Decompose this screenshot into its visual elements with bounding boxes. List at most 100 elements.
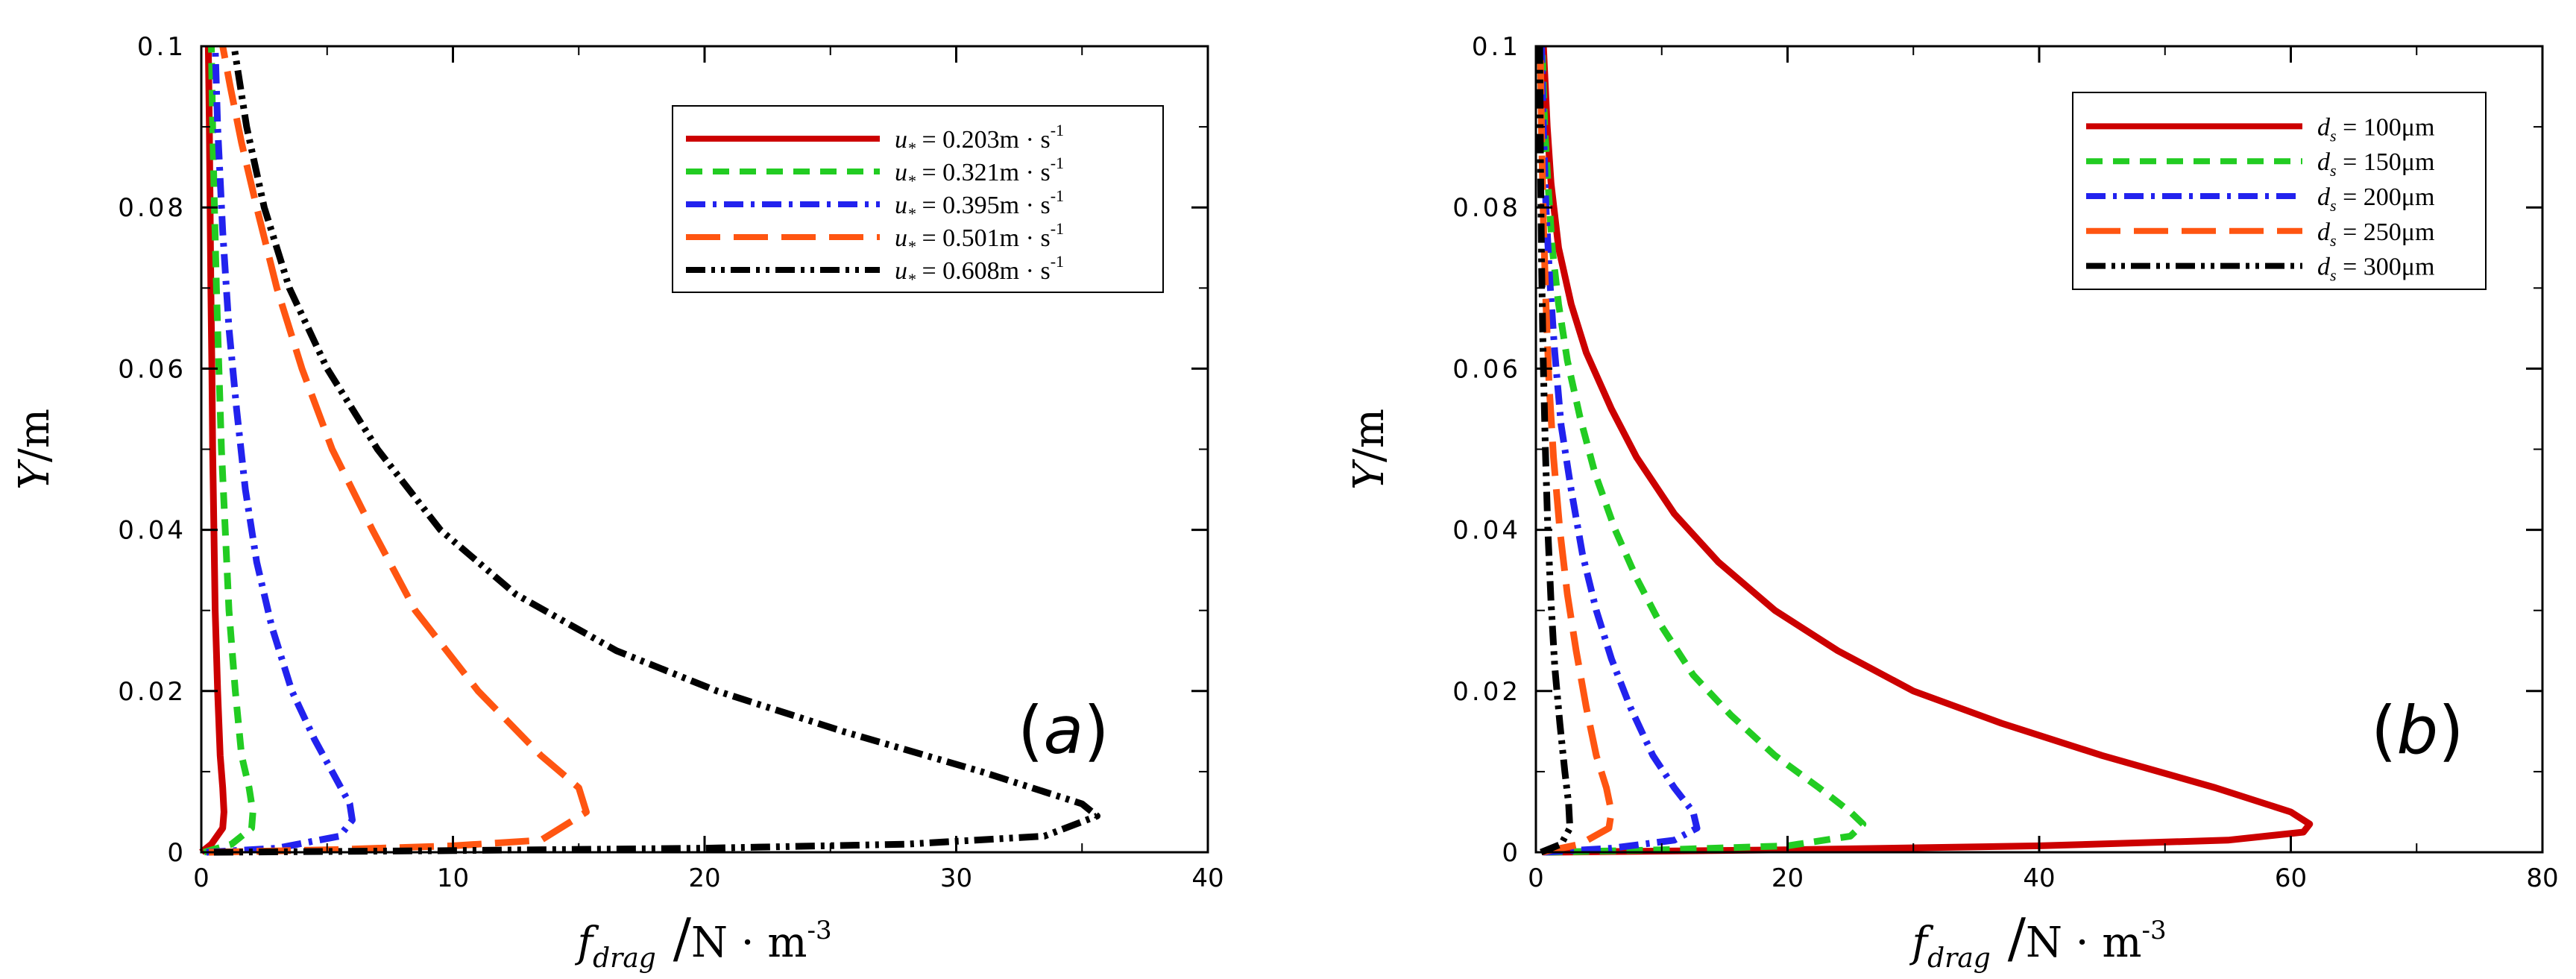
x-axis-slash: /	[1991, 907, 2027, 969]
y-axis-unit: m	[1345, 409, 1394, 448]
legend-var: d	[2317, 113, 2331, 141]
y-axis-unit: m	[10, 409, 59, 448]
panel-label-letter: a	[1043, 692, 1083, 769]
y-tick-label: 0.04	[118, 516, 186, 546]
legend-value: = 0.395m · s	[916, 192, 1051, 219]
panel-label-close: )	[2438, 692, 2463, 769]
y-tick-label: 0.02	[118, 677, 186, 707]
legend-value: = 100μm	[2337, 113, 2435, 141]
x-axis-slash: /	[656, 907, 692, 969]
panel-label-close: )	[1083, 692, 1109, 769]
x-axis-title: fdrag /N · m-3	[574, 907, 831, 974]
panel-label-open: (	[1018, 692, 1043, 769]
legend-exp: -1	[1051, 154, 1064, 172]
legend-sub: s	[2330, 196, 2337, 215]
x-tick-label: 80	[2526, 863, 2558, 893]
legend-entry-2: u* = 0.321m · s-1	[895, 154, 1064, 190]
legend-sub: s	[2330, 231, 2337, 250]
x-axis-exponent: -3	[807, 916, 832, 945]
y-axis-var: Y	[1345, 459, 1394, 490]
legend-value: = 0.608m · s	[916, 257, 1051, 285]
series-line-4	[209, 45, 590, 856]
legend-entry-3: u* = 0.395m · s-1	[895, 186, 1064, 223]
legend-var: d	[2317, 183, 2331, 211]
y-axis-title: Y/m	[10, 409, 59, 490]
legend-entry-1: ds = 100μm	[2317, 113, 2434, 145]
legend-var: u	[895, 192, 907, 219]
x-axis-exponent: -3	[2142, 916, 2167, 945]
legend-sub: *	[907, 270, 916, 289]
y-tick-label: 0.06	[118, 354, 186, 384]
x-axis-unit: N · m	[2026, 919, 2142, 967]
x-axis-unit: N · m	[691, 919, 807, 967]
y-axis-var: Y	[10, 459, 59, 490]
legend-var: u	[895, 257, 907, 285]
legend-value: = 150μm	[2337, 148, 2435, 176]
x-tick-label: 20	[1772, 863, 1804, 893]
y-tick-label: 0.04	[1452, 516, 1521, 546]
legend-value: = 0.321m · s	[916, 159, 1051, 186]
x-axis-subscript: drag	[593, 943, 656, 974]
legend-var: u	[895, 159, 907, 186]
legend: u* = 0.203m · s-1u* = 0.321m · s-1u* = 0…	[672, 105, 1164, 293]
y-tick-label: 0	[167, 838, 186, 868]
panel-label: (a)	[1018, 692, 1109, 769]
y-axis-slash: /	[10, 448, 59, 462]
chart-panel-b: 0 20 40 60 80 0 0.02 0.04 0.06 0.08 0.1 fdrag /N · …	[1345, 32, 2559, 974]
legend-exp: -1	[1051, 121, 1064, 139]
x-tick-label: 0	[1528, 863, 1544, 893]
series-line-3	[206, 45, 356, 856]
series-line-4	[1537, 45, 1615, 856]
x-tick-label: 0	[193, 863, 210, 893]
y-axis-title: Y/m	[1345, 409, 1394, 490]
legend-sub: *	[907, 237, 916, 256]
y-tick-label: 0.08	[118, 193, 186, 223]
legend-sub: s	[2330, 126, 2337, 145]
legend-var: d	[2317, 148, 2331, 176]
x-tick-label: 40	[1191, 863, 1224, 893]
legend-exp: -1	[1051, 252, 1064, 271]
legend-value: = 250μm	[2337, 218, 2435, 246]
y-axis-slash: /	[1345, 448, 1394, 462]
legend-entry-4: u* = 0.501m · s-1	[895, 219, 1064, 256]
legend-entry-5: ds = 300μm	[2317, 254, 2434, 285]
series-line-3	[1538, 45, 1701, 856]
legend-entry-3: ds = 200μm	[2317, 183, 2434, 215]
series-line-1	[1540, 45, 2314, 856]
y-tick-label: 0	[1502, 838, 1521, 868]
legend-value: = 0.203m · s	[916, 126, 1051, 154]
x-axis-subscript: drag	[1927, 943, 1991, 974]
legend-entry-5: u* = 0.608m · s-1	[895, 252, 1064, 289]
y-tick-label: 0.02	[1452, 677, 1521, 707]
legend-var: d	[2317, 254, 2331, 281]
x-tick-label: 60	[2275, 863, 2307, 893]
series-line-1	[199, 45, 227, 855]
legend-exp: -1	[1051, 186, 1064, 205]
legend-exp: -1	[1051, 219, 1064, 238]
legend-sub: s	[2330, 161, 2337, 180]
x-axis-title: fdrag /N · m-3	[1909, 907, 2166, 974]
series-line-5	[1536, 45, 1574, 856]
legend-var: u	[895, 224, 907, 252]
x-tick-label: 10	[437, 863, 469, 893]
chart-panel-a: 0 10 20 30 40 0 0.02 0.04 0.06 0.08 0.1 fdrag /N · …	[10, 32, 1224, 974]
legend-sub: *	[907, 171, 916, 190]
panel-label: (b)	[2371, 692, 2464, 769]
series-line-2	[203, 45, 256, 856]
series-line-2	[1538, 45, 1867, 856]
x-tick-label: 20	[688, 863, 720, 893]
legend-value: = 200μm	[2337, 183, 2435, 211]
legend-var: d	[2317, 218, 2331, 246]
legend-sub: *	[907, 139, 916, 157]
legend-sub: s	[2330, 266, 2337, 285]
legend-value: = 300μm	[2337, 254, 2435, 281]
legend-entry-4: ds = 250μm	[2317, 218, 2434, 250]
x-tick-label: 30	[940, 863, 972, 893]
x-tick-label: 40	[2023, 863, 2055, 893]
legend-entry-2: ds = 150μm	[2317, 148, 2434, 180]
panel-label-letter: b	[2396, 692, 2438, 769]
panel-label-open: (	[2371, 692, 2396, 769]
legend-sub: *	[907, 204, 916, 223]
